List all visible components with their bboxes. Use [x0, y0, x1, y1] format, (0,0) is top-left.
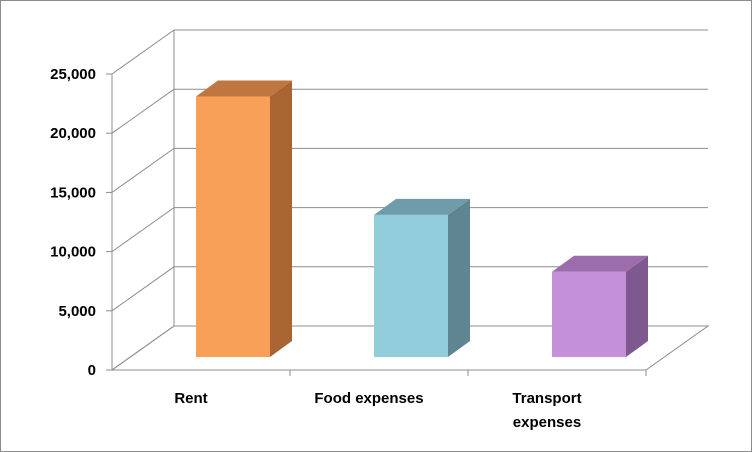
x-category-label: Transport expenses	[512, 390, 581, 431]
y-tick-label: 25,000	[50, 66, 96, 83]
gridline-diagonal	[111, 29, 175, 75]
y-tick-label: 15,000	[50, 184, 96, 201]
bar-top-face	[196, 80, 292, 97]
bar-side-face	[448, 198, 470, 357]
bar-front-face	[374, 214, 448, 357]
gridline-diagonal	[111, 147, 175, 193]
x-category-label-line: expenses	[513, 414, 581, 431]
gridline-diagonal	[111, 266, 175, 312]
x-category-label: Food expenses	[314, 390, 423, 407]
gridline-diagonal	[111, 325, 175, 371]
y-tick-label: 20,000	[50, 125, 96, 142]
gridline-diagonal	[111, 88, 175, 134]
y-tick-label: 5,000	[58, 303, 96, 320]
x-category-label-line: Transport	[512, 390, 581, 407]
x-category-label: Rent	[174, 390, 207, 407]
bar-front-face	[196, 96, 270, 358]
bar-side-face	[270, 80, 292, 358]
gridline-diagonal	[111, 207, 175, 253]
bars	[196, 80, 648, 358]
bar-1	[196, 80, 292, 358]
bar-top-face	[374, 198, 470, 215]
bar-3	[552, 255, 648, 357]
y-tick-label: 10,000	[50, 244, 96, 261]
bar-2	[374, 198, 470, 357]
y-tick-label: 0	[88, 362, 96, 379]
bar-front-face	[552, 271, 626, 357]
y-axis-tick-labels: 0 5,000 10,000 15,000 20,000 25,000	[50, 66, 96, 379]
x-axis-category-labels: Rent Food expenses Transport expenses	[174, 390, 581, 431]
x-category-label-line: Food expenses	[314, 390, 423, 407]
bar-side-face	[626, 255, 648, 357]
x-category-label-line: Rent	[174, 390, 207, 407]
bar-top-face	[552, 255, 648, 272]
